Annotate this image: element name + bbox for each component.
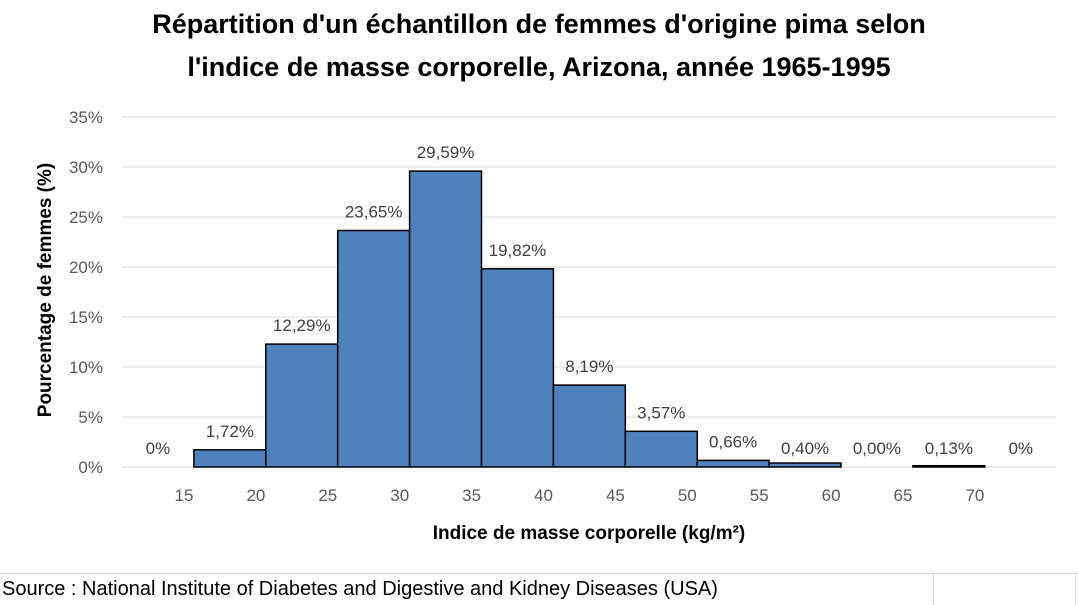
x-tick-label: 55 <box>750 486 769 505</box>
histogram-bar <box>552 384 627 468</box>
y-tick-label: 15% <box>69 308 103 327</box>
y-tick-label: 35% <box>69 108 103 127</box>
data-label: 8,19% <box>565 357 613 376</box>
y-tick-label: 5% <box>78 408 103 427</box>
data-label: 0,13% <box>925 439 973 458</box>
footer-divider <box>1075 574 1076 605</box>
histogram-bar <box>193 449 267 468</box>
x-tick-label: 30 <box>390 486 409 505</box>
x-tick-label: 65 <box>894 486 913 505</box>
histogram-bar <box>265 343 339 468</box>
y-axis-title: Pourcentage de femmes (%) <box>35 163 56 417</box>
histogram-bar <box>912 464 986 468</box>
data-label: 0% <box>146 439 171 458</box>
data-labels: 0% 1,72% 12,29% 23,65% 29,59% 19,82% 8,19% 3,57… <box>146 143 1033 458</box>
histogram-bar <box>408 170 483 468</box>
x-tick-label: 15 <box>175 486 194 505</box>
y-tick-label: 0% <box>78 458 103 477</box>
histogram-bar <box>624 430 698 468</box>
y-axis-ticks: 0% 5% 10% 15% 20% 25% 30% 35% <box>69 108 103 477</box>
chart-title-line-2: l'indice de masse corporelle, Arizona, a… <box>187 52 891 82</box>
histogram-bar <box>336 229 411 468</box>
data-label: 1,72% <box>206 422 254 441</box>
data-label: 0,00% <box>853 439 901 458</box>
source-footer: Source : National Institute of Diabetes … <box>0 573 1078 605</box>
footer-divider <box>933 574 934 605</box>
histogram-bar <box>768 462 842 468</box>
source-text: Source : National Institute of Diabetes … <box>2 578 718 600</box>
x-tick-label: 50 <box>678 486 697 505</box>
data-label: 0% <box>1008 439 1033 458</box>
x-axis-ticks: 15 20 25 30 35 40 45 50 55 60 65 70 <box>175 486 985 505</box>
x-tick-label: 60 <box>822 486 841 505</box>
y-tick-label: 20% <box>69 258 103 277</box>
data-label: 29,59% <box>417 143 475 162</box>
x-axis-title: Indice de masse corporelle (kg/m²) <box>433 523 746 544</box>
histogram-bar <box>696 459 770 468</box>
data-label: 12,29% <box>273 316 331 335</box>
y-tick-label: 25% <box>69 208 103 227</box>
data-label: 23,65% <box>345 203 403 222</box>
histogram-bar <box>480 268 555 468</box>
gridlines <box>122 116 1056 468</box>
y-tick-label: 10% <box>69 358 103 377</box>
x-tick-label: 20 <box>246 486 265 505</box>
x-tick-label: 25 <box>318 486 337 505</box>
data-label: 0,66% <box>709 432 757 451</box>
bars <box>193 170 986 468</box>
data-label: 0,40% <box>781 439 829 458</box>
data-label: 3,57% <box>637 403 685 422</box>
chart-title-line-1: Répartition d'un échantillon de femmes d… <box>152 9 926 39</box>
x-tick-label: 40 <box>534 486 553 505</box>
x-tick-label: 70 <box>965 486 984 505</box>
x-tick-label: 45 <box>606 486 625 505</box>
y-tick-label: 30% <box>69 158 103 177</box>
data-label: 19,82% <box>489 241 547 260</box>
x-tick-label: 35 <box>462 486 481 505</box>
